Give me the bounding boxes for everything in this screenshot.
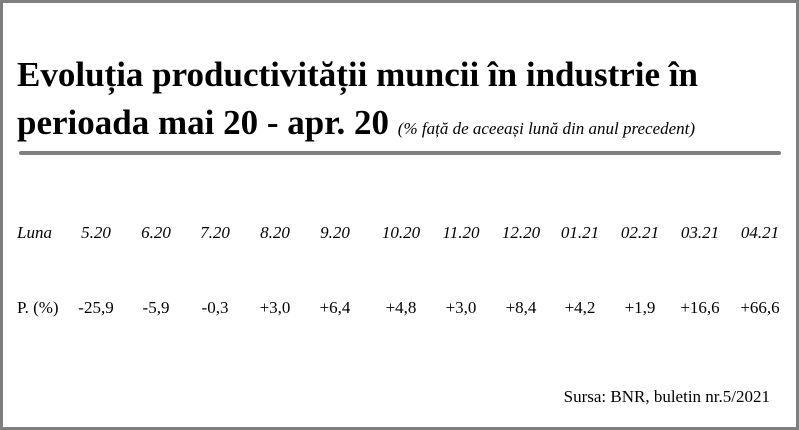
title-text: Evoluția productivității muncii în indus… [17, 55, 698, 142]
month-header: 04.21 [740, 223, 780, 242]
subtitle: (% față de aceeași lună din anul precede… [397, 119, 696, 138]
month-header: 5.20 [81, 223, 111, 242]
value-cell: +8,4 [505, 298, 537, 317]
month-header: 7.20 [200, 223, 230, 242]
title: Evoluția productivității muncii în indus… [17, 51, 787, 153]
month-header: 6.20 [141, 223, 171, 242]
month-header: 03.21 [680, 223, 720, 242]
month-header: 8.20 [260, 223, 290, 242]
value-cell: -0,3 [201, 298, 229, 317]
row-label: P. (%) [17, 298, 59, 317]
row-label: Luna [17, 223, 52, 242]
source: Sursa: BNR, buletin nr.5/2021 [563, 387, 770, 406]
value-cell: -25,9 [78, 298, 114, 317]
divider [19, 151, 781, 155]
value-cell: +66,6 [740, 298, 780, 317]
value-cell: +6,4 [319, 298, 351, 317]
value-cell: +3,0 [259, 298, 291, 317]
month-header: 02.21 [620, 223, 660, 242]
month-header: 11.20 [442, 223, 480, 242]
value-cell: +16,6 [680, 298, 720, 317]
value-cell: +3,0 [445, 298, 477, 317]
value-cell: +4,2 [564, 298, 596, 317]
month-header: 12.20 [501, 223, 541, 242]
month-header: 10.20 [381, 223, 421, 242]
value-cell: -5,9 [142, 298, 170, 317]
value-cell: +4,8 [385, 298, 417, 317]
month-header: 9.20 [320, 223, 350, 242]
value-cell: +1,9 [624, 298, 656, 317]
month-header: 01.21 [560, 223, 600, 242]
